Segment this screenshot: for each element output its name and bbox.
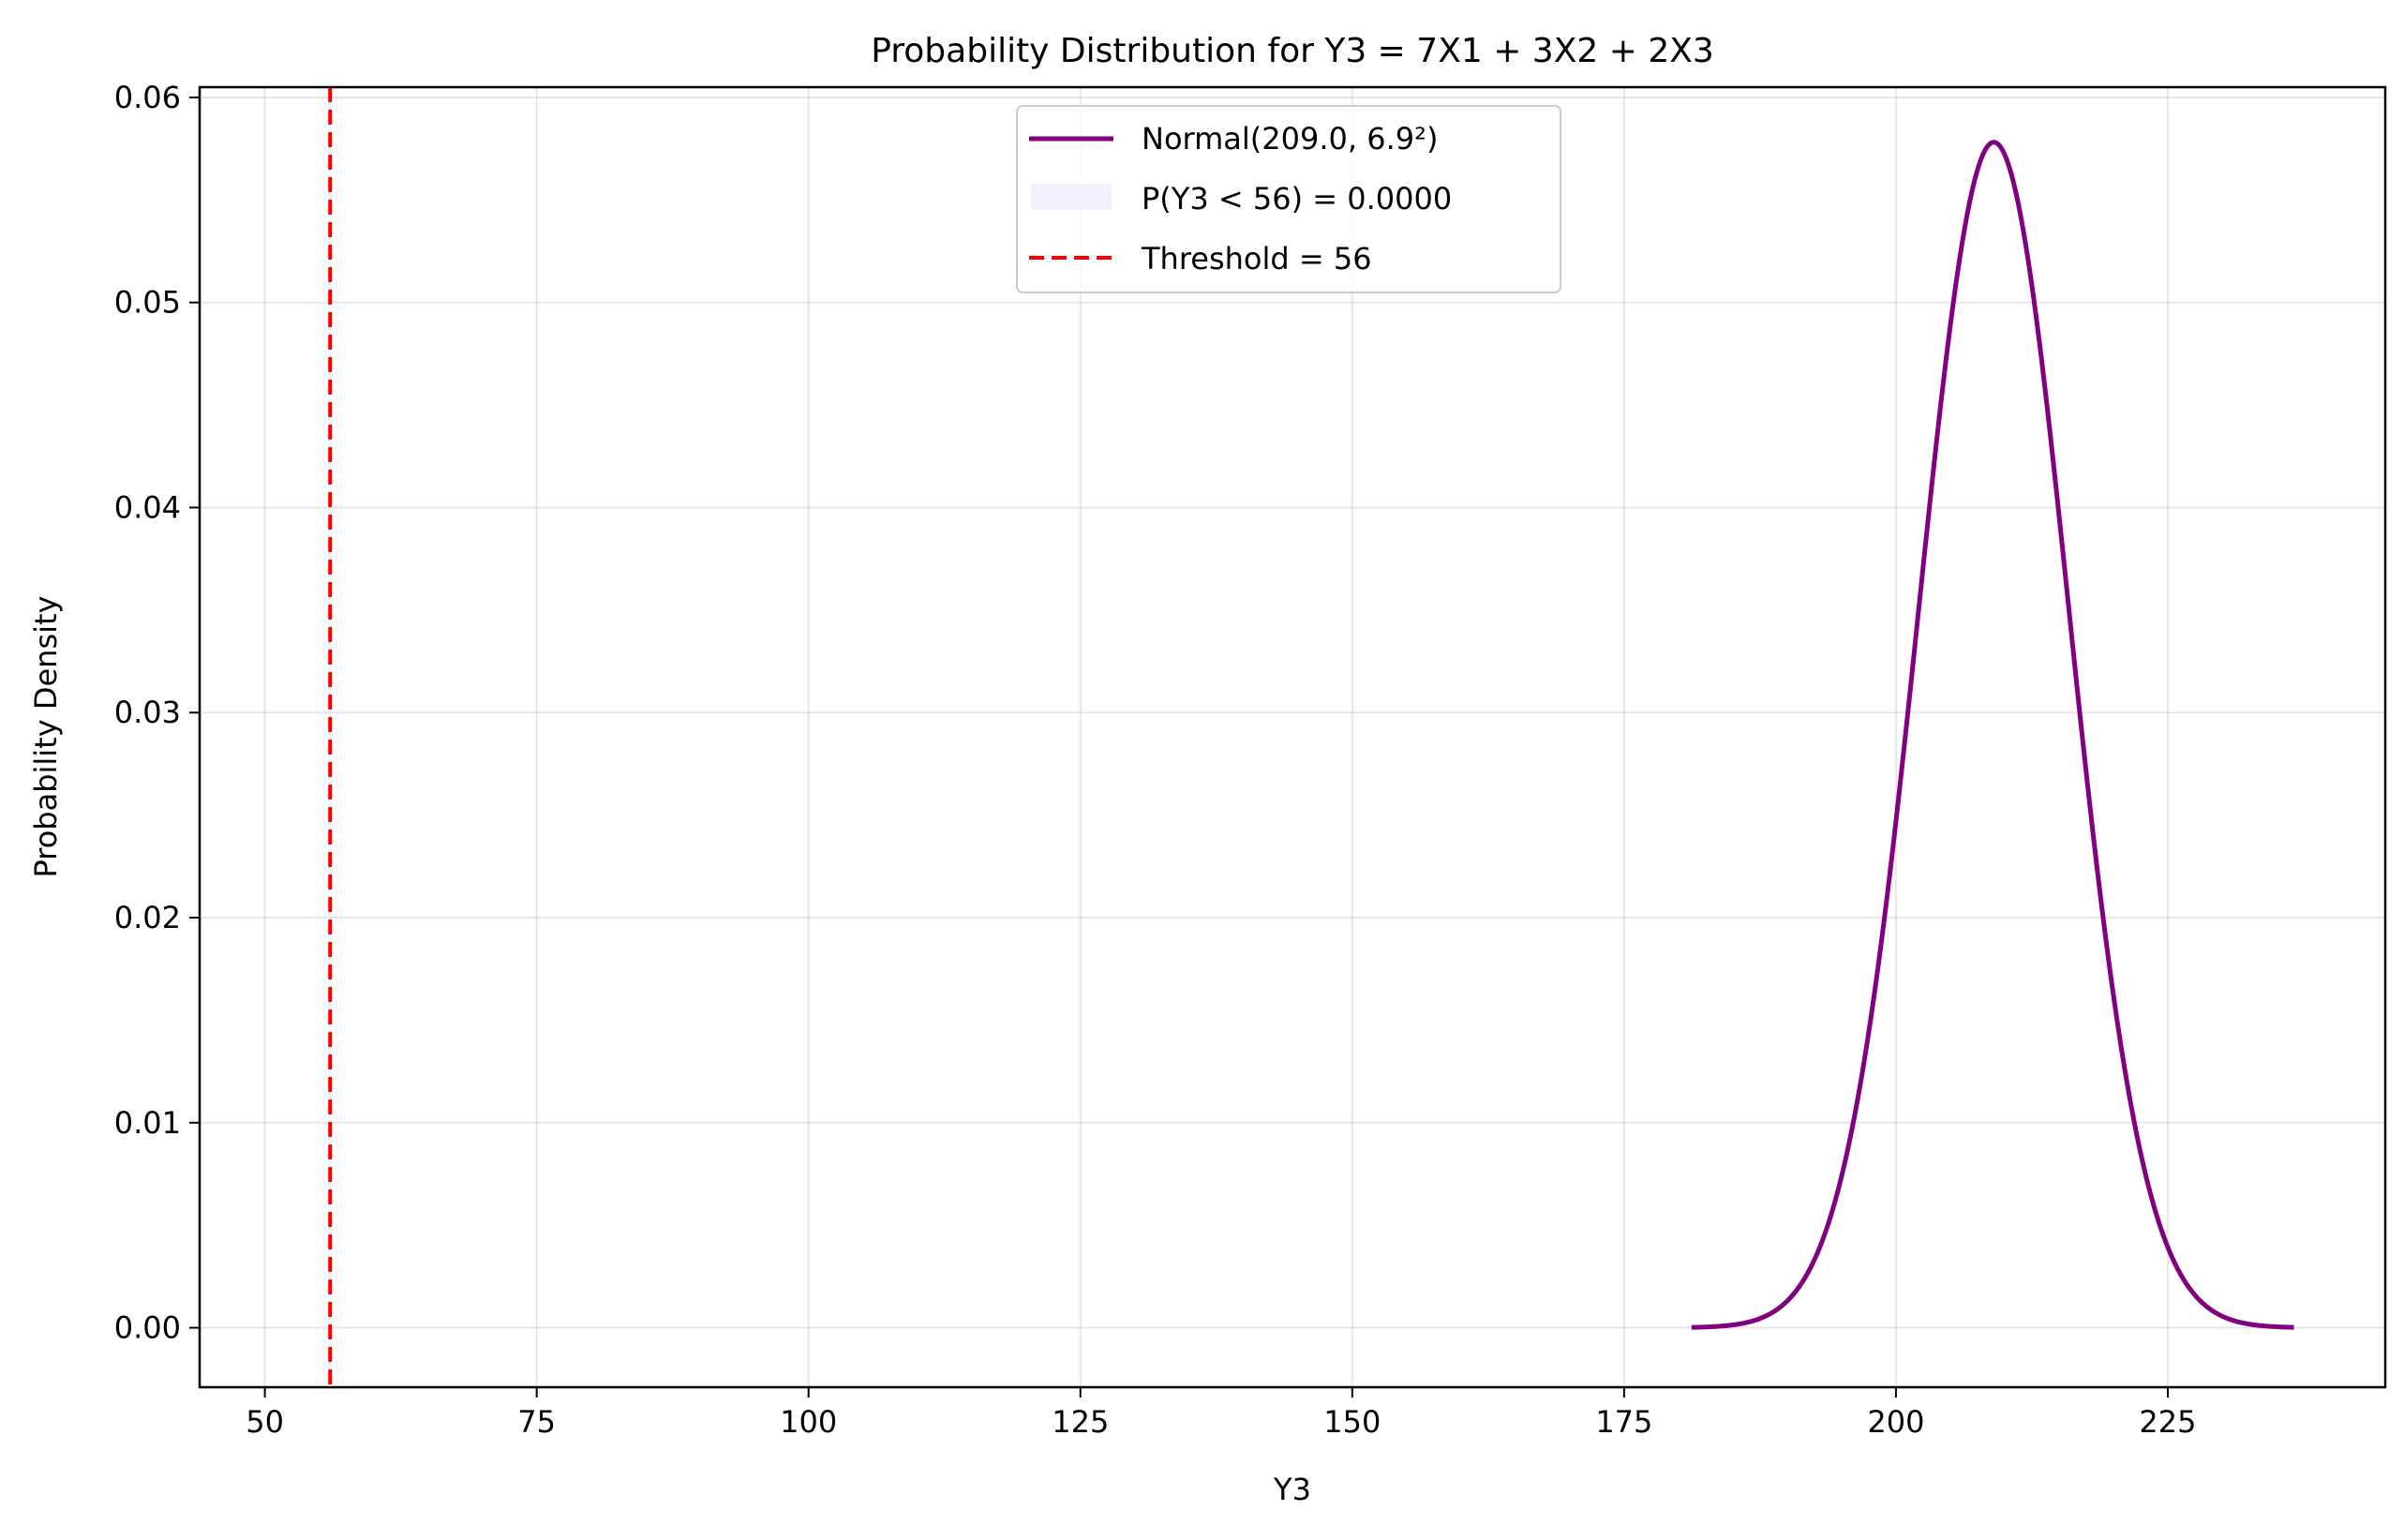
legend-frame [1016,105,1561,293]
legend-label-probability: P(Y3 < 56) = 0.0000 [1142,181,1452,217]
y-tick-label: 0.05 [114,285,181,321]
x-tick-label: 150 [1323,1404,1381,1440]
y-tick-label: 0.00 [114,1310,181,1346]
x-tick-label: 125 [1052,1404,1109,1440]
x-tick-label: 225 [2139,1404,2196,1440]
grid [200,87,2385,1387]
legend: Normal(209.0, 6.9²) P(Y3 < 56) = 0.0000 … [1016,105,1561,293]
x-axis: 50 75 100 125 150 175 200 225 [246,1387,2196,1440]
y-axis: 0.00 0.01 0.02 0.03 0.04 0.05 0.06 [114,80,200,1346]
normal-curve [1690,140,2295,1330]
y-tick-label: 0.03 [114,695,181,730]
x-tick-label: 100 [780,1404,837,1440]
legend-label-normal: Normal(209.0, 6.9²) [1142,121,1438,157]
y-tick-label: 0.06 [114,80,181,115]
legend-label-threshold: Threshold = 56 [1141,241,1372,277]
y-tick-label: 0.02 [114,900,181,935]
legend-swatch-probability [1031,184,1112,210]
plot-frame [198,85,2387,1389]
y-axis-label: Probability Density [28,596,64,878]
series-layer [328,87,2295,1387]
x-tick-label: 50 [246,1404,284,1440]
x-tick-label: 200 [1867,1404,1924,1440]
x-axis-label: Y3 [1273,1472,1311,1507]
y-tick-label: 0.04 [114,489,181,525]
x-tick-label: 175 [1595,1404,1652,1440]
y-tick-label: 0.01 [114,1105,181,1141]
chart-title: Probability Distribution for Y3 = 7X1 + … [871,32,1714,70]
x-tick-label: 75 [517,1404,556,1440]
